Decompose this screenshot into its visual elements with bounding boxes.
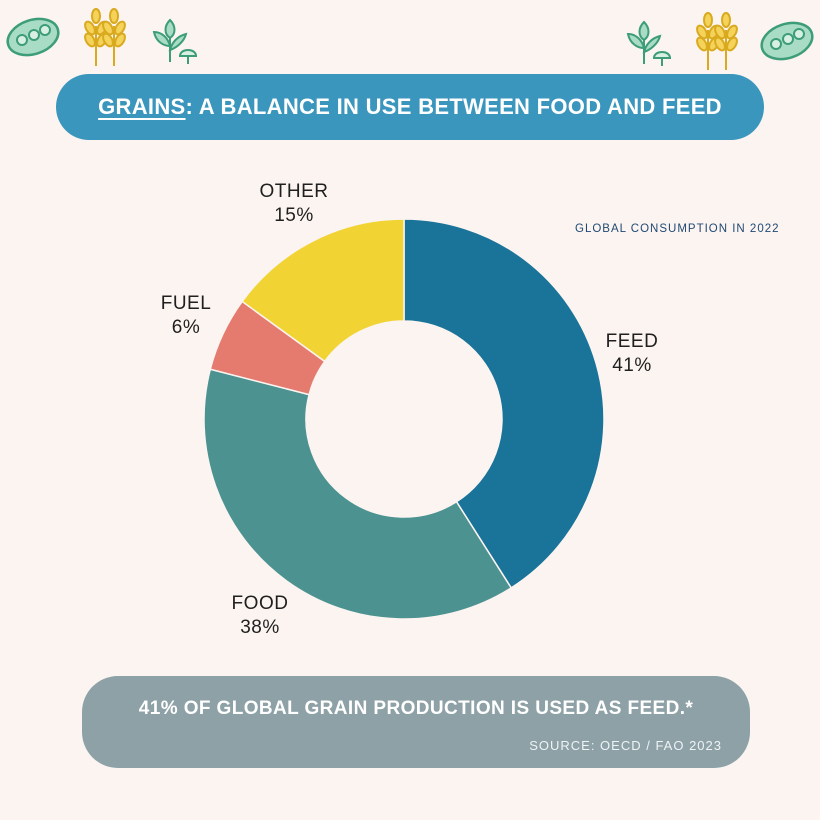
slice-label-other: OTHER 15% bbox=[260, 180, 329, 228]
plant-icon bbox=[152, 18, 198, 64]
wheat-icon bbox=[696, 12, 738, 70]
footer-statement: 41% OF GLOBAL GRAIN PRODUCTION IS USED A… bbox=[138, 698, 694, 719]
slice-feed bbox=[403, 218, 605, 589]
beans-icon bbox=[6, 17, 60, 57]
page-title: GRAINS: A BALANCE IN USE BETWEEN FOOD AN… bbox=[56, 74, 764, 140]
plant-icon bbox=[626, 20, 672, 66]
title-rest: : A BALANCE IN USE BETWEEN FOOD AND FEED bbox=[185, 94, 722, 119]
slice-label-fuel: FUEL 6% bbox=[161, 292, 212, 340]
slice-label-value: 15% bbox=[274, 205, 314, 226]
slice-food bbox=[203, 368, 513, 620]
slice-label-value: 38% bbox=[240, 617, 280, 638]
slice-label-name: FEED bbox=[605, 331, 659, 352]
slice-label-feed: FEED 41% bbox=[606, 330, 659, 378]
beans-icon bbox=[760, 21, 814, 61]
chart-subtitle: GLOBAL CONSUMPTION IN 2022 bbox=[575, 223, 780, 235]
wheat-icon bbox=[84, 8, 126, 66]
footer-source: SOURCE: OECD / FAO 2023 bbox=[529, 738, 722, 753]
slice-label-name: OTHER bbox=[259, 181, 329, 202]
slice-label-value: 41% bbox=[612, 355, 652, 376]
slice-label-name: FUEL bbox=[160, 293, 212, 314]
slice-label-food: FOOD 38% bbox=[232, 592, 289, 640]
slice-label-value: 6% bbox=[171, 317, 201, 338]
slice-label-name: FOOD bbox=[231, 593, 289, 614]
title-highlight: GRAINS bbox=[98, 94, 186, 119]
footer-banner: 41% OF GLOBAL GRAIN PRODUCTION IS USED A… bbox=[82, 676, 750, 768]
slice-other bbox=[241, 218, 405, 363]
